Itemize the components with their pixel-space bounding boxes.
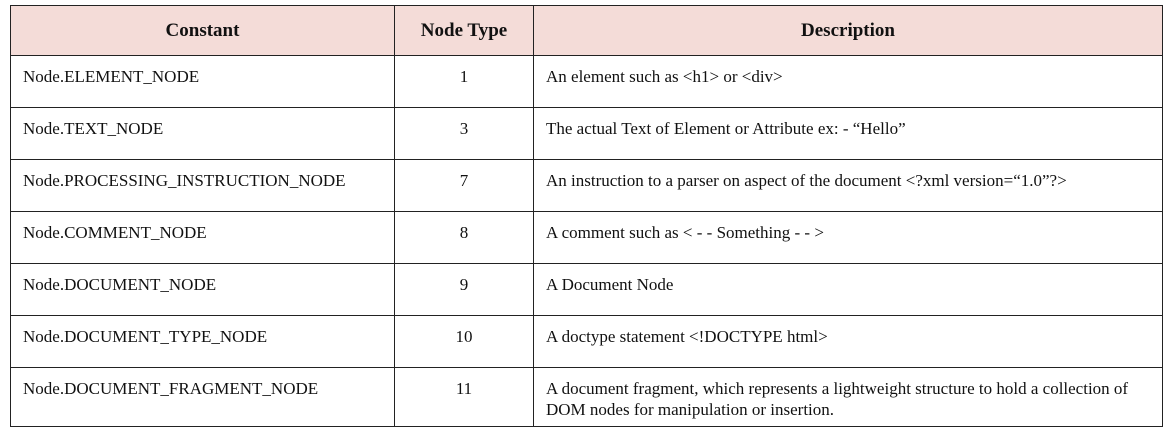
description-cell: A document fragment, which represents a … bbox=[533, 367, 1163, 427]
constant-cell: Node.COMMENT_NODE bbox=[10, 211, 395, 264]
constant-cell: Node.DOCUMENT_NODE bbox=[10, 263, 395, 316]
header-row: Constant Node Type Description bbox=[10, 5, 1163, 56]
constant-cell: Node.DOCUMENT_FRAGMENT_NODE bbox=[10, 367, 395, 427]
node-type-table-container: Constant Node Type Description Node.ELEM… bbox=[10, 5, 1163, 427]
node-type-cell: 9 bbox=[394, 263, 534, 316]
table-row: Node.DOCUMENT_FRAGMENT_NODE 11 A documen… bbox=[10, 367, 1163, 427]
header-node-type: Node Type bbox=[394, 5, 534, 56]
table-row: Node.COMMENT_NODE 8 A comment such as < … bbox=[10, 211, 1163, 264]
table-row: Node.PROCESSING_INSTRUCTION_NODE 7 An in… bbox=[10, 159, 1163, 212]
node-type-cell: 1 bbox=[394, 55, 534, 108]
constant-cell: Node.DOCUMENT_TYPE_NODE bbox=[10, 315, 395, 368]
description-cell: The actual Text of Element or Attribute … bbox=[533, 107, 1163, 160]
table-row: Node.DOCUMENT_TYPE_NODE 10 A doctype sta… bbox=[10, 315, 1163, 368]
description-cell: A Document Node bbox=[533, 263, 1163, 316]
description-cell: An element such as <h1> or <div> bbox=[533, 55, 1163, 108]
table-row: Node.ELEMENT_NODE 1 An element such as <… bbox=[10, 55, 1163, 108]
node-type-cell: 3 bbox=[394, 107, 534, 160]
table-row: Node.TEXT_NODE 3 The actual Text of Elem… bbox=[10, 107, 1163, 160]
node-type-cell: 10 bbox=[394, 315, 534, 368]
description-cell: A doctype statement <!DOCTYPE html> bbox=[533, 315, 1163, 368]
table-header: Constant Node Type Description bbox=[10, 5, 1163, 56]
table-body: Node.ELEMENT_NODE 1 An element such as <… bbox=[10, 55, 1163, 427]
node-type-cell: 11 bbox=[394, 367, 534, 427]
node-type-cell: 7 bbox=[394, 159, 534, 212]
node-type-cell: 8 bbox=[394, 211, 534, 264]
constant-cell: Node.ELEMENT_NODE bbox=[10, 55, 395, 108]
table-row: Node.DOCUMENT_NODE 9 A Document Node bbox=[10, 263, 1163, 316]
constant-cell: Node.PROCESSING_INSTRUCTION_NODE bbox=[10, 159, 395, 212]
constant-cell: Node.TEXT_NODE bbox=[10, 107, 395, 160]
description-cell: A comment such as < - - Something - - > bbox=[533, 211, 1163, 264]
header-description: Description bbox=[533, 5, 1163, 56]
header-constant: Constant bbox=[10, 5, 395, 56]
description-cell: An instruction to a parser on aspect of … bbox=[533, 159, 1163, 212]
node-type-table: Constant Node Type Description Node.ELEM… bbox=[10, 5, 1163, 427]
